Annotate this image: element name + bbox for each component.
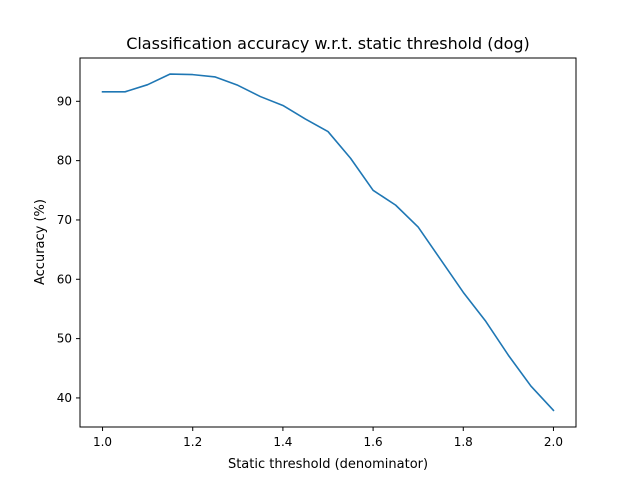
x-axis-label: Static threshold (denominator)	[228, 457, 428, 472]
x-tick-label: 1.4	[273, 435, 292, 449]
x-tick-label: 1.8	[454, 435, 473, 449]
x-tick-label: 1.2	[183, 435, 202, 449]
y-tick-label: 40	[57, 391, 72, 405]
axis-ticks: 1.0 1.2 1.4 1.6 1.8 2.0 40 50 60 70 80 90	[57, 94, 563, 449]
x-tick-label: 1.6	[364, 435, 383, 449]
y-axis-label: Accuracy (%)	[33, 199, 48, 285]
chart-title: Classification accuracy w.r.t. static th…	[126, 34, 530, 53]
y-tick-label: 60	[57, 272, 72, 286]
x-tick-label: 2.0	[544, 435, 563, 449]
plot-area-frame	[79, 57, 577, 428]
y-tick-label: 50	[57, 332, 72, 346]
x-tick-label: 1.0	[93, 435, 112, 449]
y-tick-label: 80	[57, 154, 72, 168]
y-tick-label: 90	[57, 94, 72, 108]
series-layer	[101, 73, 555, 412]
series-line-0	[101, 73, 555, 412]
y-tick-label: 70	[57, 213, 72, 227]
